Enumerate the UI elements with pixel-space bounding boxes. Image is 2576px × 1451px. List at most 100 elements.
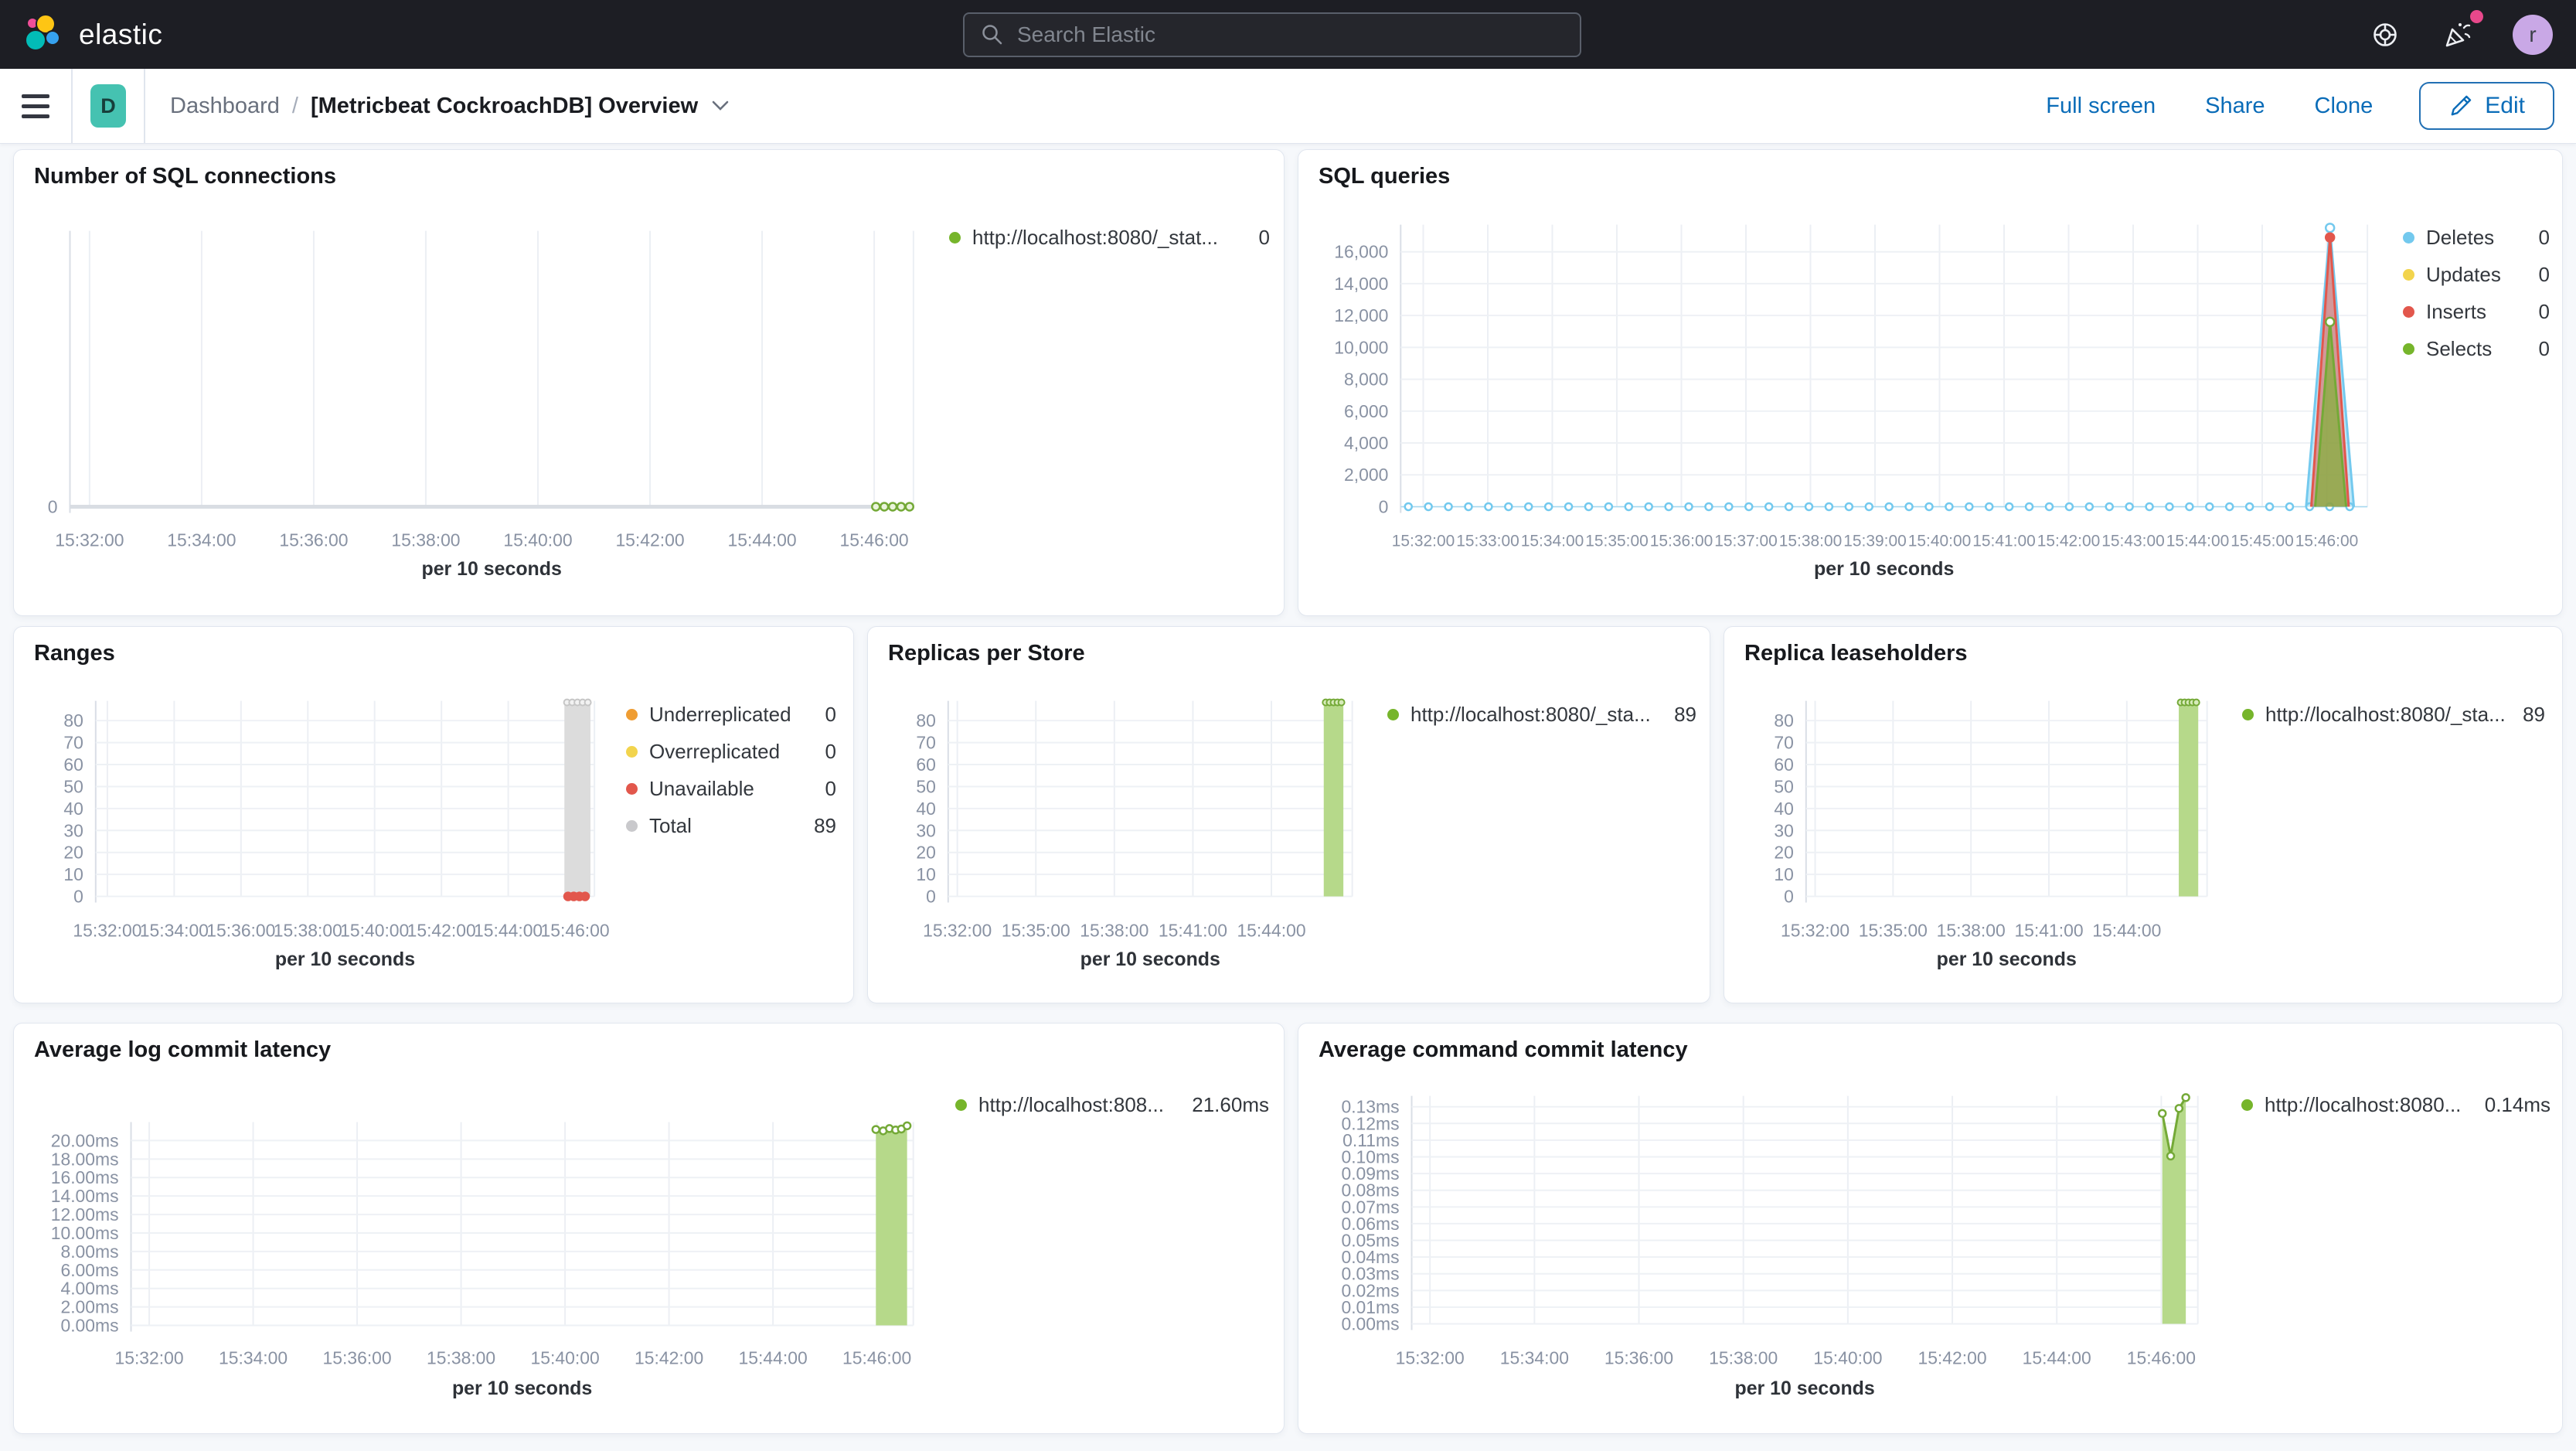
series-marker (2105, 502, 2114, 512)
legend-item[interactable]: http://localhost:8080/_stat... 0 (949, 226, 1270, 250)
y-tick-label: 0 (48, 496, 58, 516)
divider (144, 69, 145, 143)
legend-item[interactable]: Inserts 0 (2403, 300, 2550, 324)
search-icon (982, 25, 1002, 45)
y-tick-label: 40 (63, 799, 83, 819)
legend-item[interactable]: http://localhost:808... 21.60ms (955, 1093, 1269, 1117)
chart-canvas[interactable]: 0 15:32:00 15:34:00 15:36:00 15:38:00 15:40:0… (14, 150, 1284, 615)
x-tick-label: 15:45:00 (2231, 532, 2293, 550)
x-tick-label: 15:32:00 (73, 920, 141, 940)
legend-label: http://localhost:8080/_stat... (972, 226, 1218, 249)
x-tick-label: 15:46:00 (2127, 1347, 2196, 1368)
legend-color-dot (2403, 343, 2414, 355)
series-bar (1323, 700, 1344, 897)
legend-item[interactable]: http://localhost:8080/_sta... 89 (1387, 703, 1696, 727)
series-marker (1444, 502, 1453, 512)
toolbar-actions: Full screen Share Clone Edit (2021, 82, 2576, 130)
x-tick-label: 15:41:00 (1972, 532, 2035, 550)
legend-item[interactable]: http://localhost:8080/_sta... 89 (2242, 703, 2545, 727)
legend-item[interactable]: http://localhost:8080... 0.14ms (2241, 1093, 2550, 1117)
y-tick-label: 0.06ms (1341, 1214, 1399, 1234)
chart-canvas[interactable]: 0 2,000 4,000 6,000 8,000 10,000 12,000 14,000 1… (1298, 150, 2562, 615)
x-axis-title: per 10 seconds (1814, 558, 1954, 580)
legend-item[interactable]: Deletes 0 (2403, 226, 2550, 250)
series-marker (1424, 502, 1433, 512)
series-marker (2174, 1104, 2184, 1113)
x-tick-label: 15:42:00 (635, 1347, 703, 1368)
x-tick-label: 15:42:00 (1918, 1347, 1986, 1368)
y-tick-label: 20.00ms (51, 1130, 119, 1150)
x-tick-label: 15:38:00 (427, 1347, 495, 1368)
x-tick-label: 15:36:00 (279, 530, 348, 550)
full-screen-button[interactable]: Full screen (2046, 93, 2156, 118)
legend-color-dot (626, 746, 638, 758)
legend-item[interactable]: Unavailable 0 (626, 777, 836, 801)
legend-item[interactable]: Selects 0 (2403, 337, 2550, 361)
clone-button[interactable]: Clone (2314, 93, 2374, 118)
brand[interactable]: elastic (23, 13, 162, 56)
y-tick-label: 80 (63, 710, 83, 731)
legend-value: 89 (2523, 703, 2545, 726)
x-tick-label: 15:34:00 (1500, 1347, 1569, 1368)
x-tick-label: 15:40:00 (531, 1347, 600, 1368)
help-icon[interactable] (2369, 19, 2401, 51)
user-avatar[interactable]: r (2513, 14, 2553, 55)
series-marker (580, 891, 590, 901)
series-marker (896, 502, 907, 512)
series-marker (1965, 502, 1974, 512)
breadcrumb-dashboard-link[interactable]: Dashboard (170, 93, 280, 118)
legend-color-dot (626, 709, 638, 720)
series-marker (902, 1121, 912, 1131)
series-marker (1784, 502, 1794, 512)
series-marker (1604, 502, 1614, 512)
x-tick-label: 15:38:00 (1080, 920, 1148, 940)
chevron-down-icon[interactable] (710, 99, 730, 113)
x-tick-label: 15:46:00 (842, 1347, 911, 1368)
y-tick-label: 0.10ms (1341, 1146, 1399, 1167)
x-tick-label: 15:34:00 (167, 530, 236, 550)
legend-value: 0 (825, 740, 836, 763)
series-marker (1624, 502, 1634, 512)
menu-icon[interactable] (0, 69, 71, 143)
x-tick-label: 15:40:00 (1813, 1347, 1882, 1368)
y-tick-label: 80 (916, 710, 935, 731)
y-tick-label: 20 (1774, 843, 1793, 863)
x-tick-label: 15:44:00 (2023, 1347, 2091, 1368)
legend-value: 0 (825, 703, 836, 726)
panel-title: Number of SQL connections (34, 164, 337, 189)
chart-canvas[interactable]: 0.00ms2.00ms4.00ms6.00ms8.00ms10.00ms12.… (14, 1024, 1284, 1433)
share-button[interactable]: Share (2205, 93, 2265, 118)
search-input[interactable] (1017, 22, 1564, 47)
series-marker (584, 698, 592, 707)
edit-button[interactable]: Edit (2419, 82, 2554, 130)
series-marker (2158, 1109, 2167, 1119)
legend-item[interactable]: Updates 0 (2403, 263, 2550, 287)
series-marker (879, 502, 890, 512)
series-marker (1564, 502, 1574, 512)
y-tick-label: 12.00ms (51, 1204, 119, 1224)
legend-item[interactable]: Overreplicated 0 (626, 740, 836, 764)
chart-canvas[interactable]: 0.00ms0.01ms0.02ms0.03ms0.04ms0.05ms0.06… (1298, 1024, 2562, 1433)
x-tick-label: 15:44:00 (2166, 532, 2229, 550)
y-tick-label: 60 (63, 754, 83, 775)
global-search[interactable] (963, 12, 1581, 57)
x-tick-label: 15:39:00 (1843, 532, 1906, 550)
x-tick-label: 15:38:00 (1709, 1347, 1778, 1368)
legend-label: Unavailable (649, 777, 754, 800)
series-marker (1664, 502, 1673, 512)
legend-label: Selects (2426, 337, 2493, 360)
space-badge[interactable]: D (90, 84, 126, 128)
whats-new-icon[interactable] (2440, 9, 2483, 52)
page-title: [Metricbeat CockroachDB] Overview (310, 93, 699, 118)
x-tick-label: 15:32:00 (1392, 532, 1455, 550)
series-marker (2324, 223, 2336, 233)
series-marker (2044, 502, 2054, 512)
legend-item[interactable]: Underreplicated 0 (626, 703, 836, 727)
series-marker (1824, 502, 1834, 512)
legend-item[interactable]: Total 89 (626, 814, 836, 838)
x-tick-label: 15:46:00 (840, 530, 909, 550)
